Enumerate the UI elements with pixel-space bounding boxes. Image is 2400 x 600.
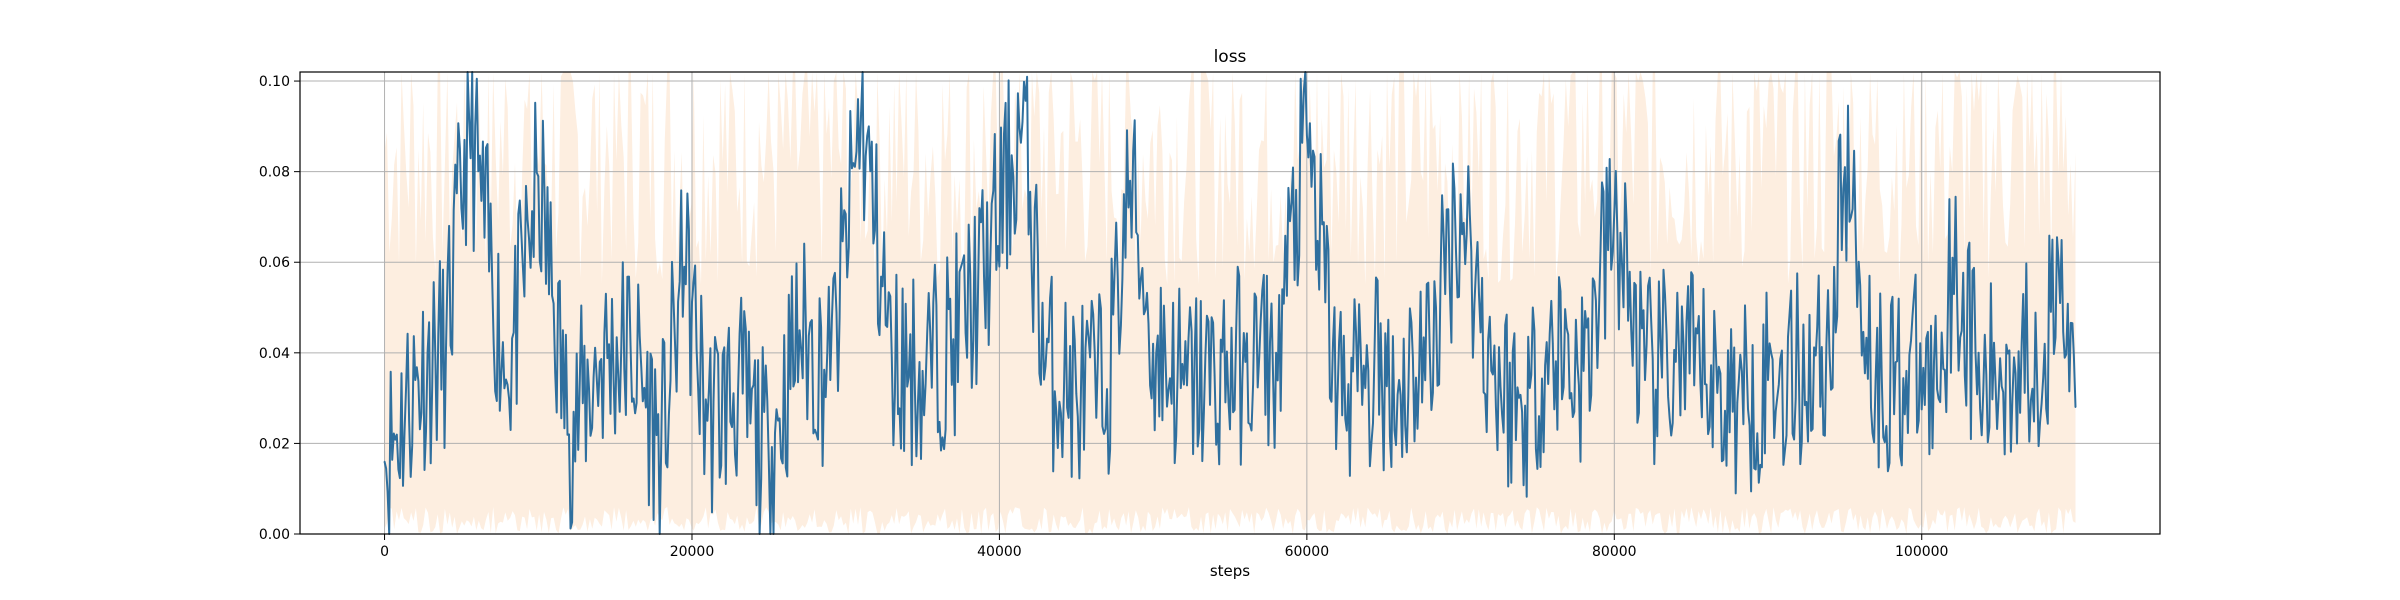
loss-point [683,265,686,268]
y-axis: 0.00 0.02 0.04 0.06 0.08 0.10 [259,74,300,543]
loss-point [1613,211,1616,214]
loss-point [1905,370,1908,372]
loss-point [1797,370,1800,372]
loss-point [1367,370,1370,372]
y-tick-label: 0.02 [259,436,290,452]
loss-point [1213,374,1216,377]
y-tick-label: 0.06 [259,255,290,271]
loss-point [598,361,601,363]
x-tick-label: 100000 [1895,544,1948,560]
loss-point [983,275,985,277]
loss-point [1044,365,1047,368]
loss-point [445,347,447,350]
loss-point [2013,356,2015,359]
loss-point [506,383,509,386]
loss-point [1552,342,1554,345]
loss-point [1644,379,1646,381]
x-tick-label: 80000 [1592,544,1637,560]
y-tick-label: 0.10 [259,74,290,90]
loss-point [1936,388,1938,390]
loss-point [2059,302,2061,304]
loss-point [414,379,417,381]
loss-point [1459,193,1462,196]
loss-point [706,419,709,422]
loss-point [383,460,386,463]
loss-point [1336,392,1339,395]
loss-point [1490,370,1493,372]
y-tick-label: 0.00 [259,527,290,543]
loss-point [737,388,739,390]
loss-point [1275,352,1277,354]
plot-frame [299,71,2161,535]
loss-point [768,460,770,463]
loss-point [921,370,924,372]
loss-point [1106,388,1108,390]
loss-point [2043,342,2046,345]
loss-point [1429,352,1431,354]
loss-point [1736,401,1739,404]
loss-point [1152,342,1154,345]
loss-point [468,116,470,119]
loss-point [952,338,955,341]
chart-title: loss [1214,47,1247,67]
x-tick-label: 0 [380,544,389,560]
loss-point [1982,392,1985,395]
loss-point [829,379,832,381]
loss-line [383,71,2077,535]
loss-point [568,433,570,436]
loss-point [860,111,862,114]
x-tick-label: 20000 [670,544,715,560]
loss-point [1129,179,1131,182]
x-tick-label: 40000 [977,544,1022,560]
loss-point [1021,121,1024,123]
line-layer [383,71,2077,535]
loss-point [1183,383,1185,386]
loss-point [1828,352,1831,354]
y-tick-label: 0.08 [259,165,290,181]
loss-point [629,342,632,345]
loss-point [798,329,801,331]
x-axis-label: steps [1210,562,1250,580]
loss-point [1244,361,1247,363]
loss-point [1398,379,1400,381]
loss-point [1844,166,1846,168]
loss-point [2074,406,2077,408]
loss-point [1521,410,1523,413]
loss-point [1075,392,1078,395]
loss-point [537,175,540,177]
loss-point [1874,379,1877,381]
loss-point [1306,134,1308,137]
x-tick-label: 60000 [1285,544,1330,560]
loss-point [1951,256,1954,259]
x-axis: 0 20000 40000 60000 80000 100000 [380,534,1948,560]
loss-point [1674,361,1677,363]
loss-point [1582,370,1585,372]
loss-point [1705,383,1708,386]
loss-point [660,447,663,449]
loss-point [1767,379,1769,381]
y-tick-label: 0.04 [259,346,290,362]
loss-point [891,356,893,359]
